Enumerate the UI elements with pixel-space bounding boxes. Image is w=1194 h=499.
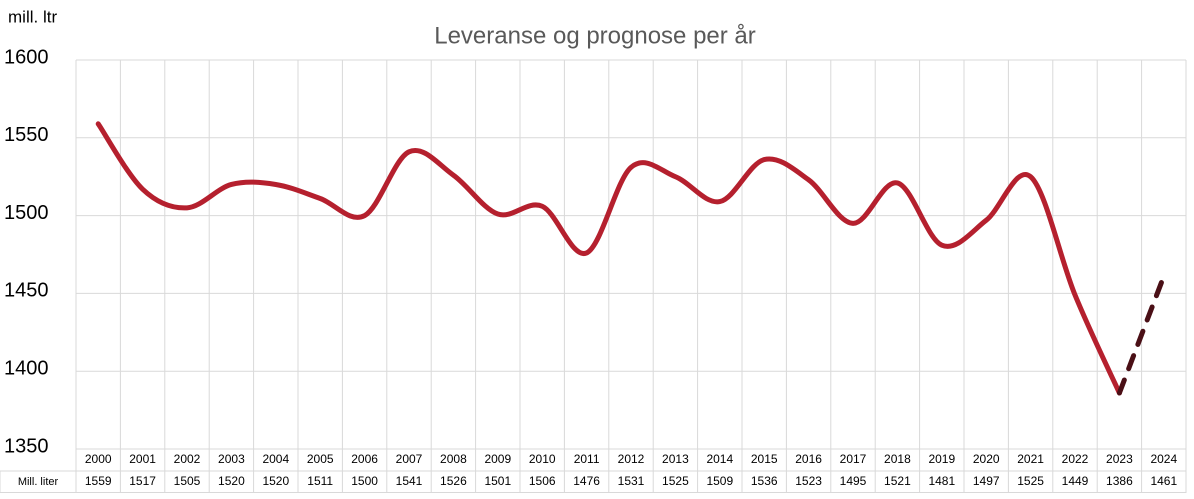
y-axis-label: mill. ltr [8, 7, 57, 26]
x-tick-label: 2017 [840, 452, 867, 466]
x-tick-label: 2016 [795, 452, 822, 466]
table-value: 1520 [262, 474, 289, 488]
table-value: 1495 [840, 474, 867, 488]
x-tick-label: 2012 [618, 452, 645, 466]
x-tick-label: 2023 [1106, 452, 1133, 466]
table-value: 1541 [396, 474, 423, 488]
table-value: 1481 [928, 474, 955, 488]
table-value: 1449 [1062, 474, 1089, 488]
x-tick-label: 2021 [1017, 452, 1044, 466]
table-value: 1386 [1106, 474, 1133, 488]
table-value: 1521 [884, 474, 911, 488]
x-tick-label: 2008 [440, 452, 467, 466]
table-value: 1525 [662, 474, 689, 488]
x-tick-label: 2000 [85, 452, 112, 466]
line [95, 121, 1122, 396]
x-tick-label: 2011 [574, 452, 600, 466]
x-tick-label: 2003 [218, 452, 245, 466]
table-value: 1501 [484, 474, 511, 488]
x-tick-label: 2002 [174, 452, 201, 466]
y-tick-label: 1350 [4, 435, 49, 457]
forecast-line [1116, 273, 1167, 396]
x-tick-label: 2001 [129, 452, 156, 466]
x-tick-label: 2010 [529, 452, 556, 466]
chart-title: Leveranse og prognose per år [434, 22, 756, 49]
x-tick-label: 2005 [307, 452, 334, 466]
x-tick-label: 2013 [662, 452, 689, 466]
x-tick-label: 2009 [484, 452, 511, 466]
x-tick-label: 2024 [1150, 452, 1177, 466]
table-value: 1531 [618, 474, 645, 488]
x-tick-label: 2014 [706, 452, 733, 466]
x-tick-label: 2018 [884, 452, 911, 466]
x-tick-label: 2022 [1062, 452, 1089, 466]
table-value: 1520 [218, 474, 245, 488]
y-tick-label: 1400 [4, 357, 49, 379]
table-value: 1509 [706, 474, 733, 488]
x-tick-label: 2006 [351, 452, 378, 466]
y-tick-label: 1450 [4, 280, 49, 302]
table-value: 1476 [573, 474, 600, 488]
y-tick-label: 1500 [4, 202, 49, 224]
table-value: 1526 [440, 474, 467, 488]
table-value: 1497 [973, 474, 1000, 488]
table-value: 1506 [529, 474, 556, 488]
y-tick-label: 1600 [4, 46, 49, 68]
x-tick-label: 2020 [973, 452, 1000, 466]
table-row-label: Mill. liter [18, 476, 59, 488]
x-tick-label: 2015 [751, 452, 778, 466]
table-value: 1523 [795, 474, 822, 488]
y-tick-label: 1550 [4, 124, 49, 146]
table-value: 1511 [307, 474, 333, 488]
table-value: 1461 [1150, 474, 1177, 488]
table-value: 1559 [85, 474, 112, 488]
x-tick-label: 2007 [396, 452, 423, 466]
table-value: 1525 [1017, 474, 1044, 488]
table-value: 1505 [174, 474, 201, 488]
table-value: 1500 [351, 474, 378, 488]
x-tick-label: 2019 [928, 452, 955, 466]
table-value: 1536 [751, 474, 778, 488]
x-tick-label: 2004 [262, 452, 289, 466]
table-value: 1517 [129, 474, 156, 488]
